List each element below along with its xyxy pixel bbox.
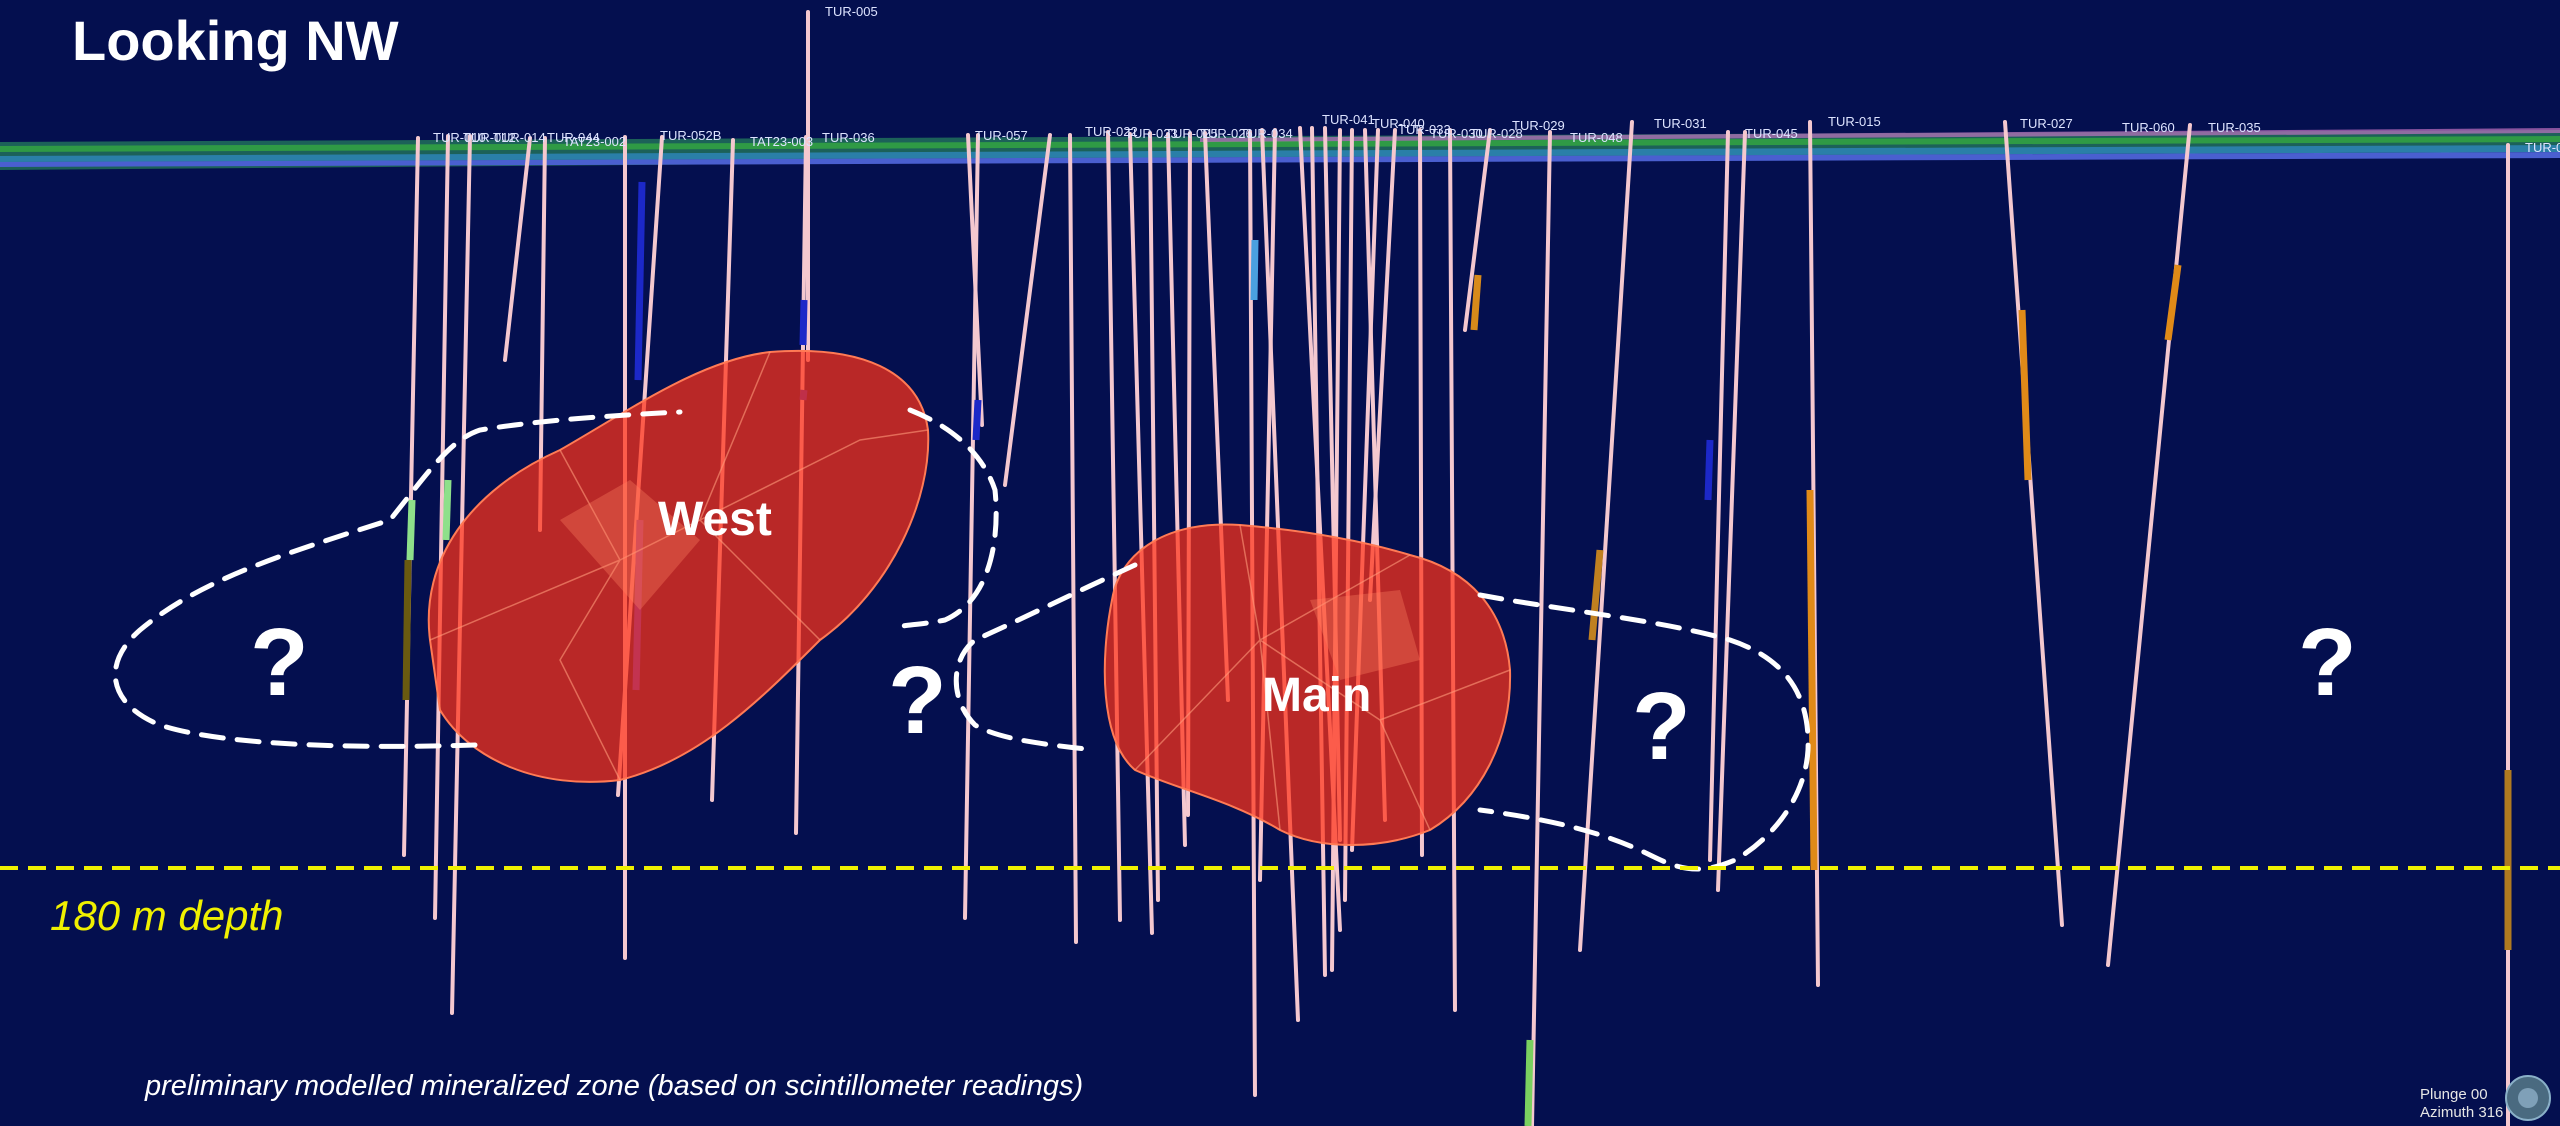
drill-hole-label[interactable]: TUR-0 bbox=[2525, 140, 2560, 155]
drill-hole-label[interactable]: TUR-044 bbox=[547, 130, 600, 145]
drill-hole-label[interactable]: TUR-028 bbox=[1470, 126, 1523, 141]
drill-hole-label[interactable]: TUR-041 bbox=[1322, 112, 1375, 127]
view-title: Looking NW bbox=[72, 9, 399, 72]
drill-hole-label[interactable]: TUR-052B bbox=[660, 128, 722, 143]
drill-hole-label[interactable]: TUR-048 bbox=[1570, 130, 1623, 145]
drill-hole-label[interactable]: TUR-030 bbox=[1430, 126, 1483, 141]
drill-hole-label[interactable]: TUR-035 bbox=[2208, 120, 2261, 135]
drill-hole-label[interactable]: TUR-057 bbox=[975, 128, 1028, 143]
drill-hole-label[interactable]: TUR-022 bbox=[1085, 124, 1138, 139]
unknown-extension-marker: ? bbox=[1632, 673, 1691, 780]
drill-hole-label[interactable]: TUR-029 bbox=[1512, 118, 1565, 133]
azimuth-value: Azimuth 316 bbox=[2420, 1104, 2504, 1121]
drill-hole-label[interactable]: TUR-033 bbox=[1398, 122, 1451, 137]
unknown-extension-marker: ? bbox=[2298, 609, 2357, 716]
drill-hole-label[interactable]: TUR-023 bbox=[1125, 126, 1178, 141]
drill-hole-label[interactable]: TUR-025 bbox=[1165, 126, 1218, 141]
west-mineralized-zone bbox=[427, 349, 930, 783]
drill-hole-label[interactable]: TUR-015 bbox=[1828, 114, 1881, 129]
drill-hole-label[interactable]: TUR-010 bbox=[433, 130, 486, 145]
unknown-extension-marker: ? bbox=[888, 647, 947, 754]
figure-caption: preliminary modelled mineralized zone (b… bbox=[145, 1070, 1084, 1102]
view-orientation-info: Plunge 00 Azimuth 316 bbox=[2420, 1086, 2503, 1122]
topography-surface bbox=[0, 128, 2560, 170]
plunge-value: Plunge 00 bbox=[2420, 1086, 2488, 1103]
drill-hole-label[interactable]: TUR-036 bbox=[822, 130, 875, 145]
drill-hole-label[interactable]: TUR-060 bbox=[2122, 120, 2175, 135]
west-zone-label: West bbox=[658, 493, 772, 546]
main-zone-label: Main bbox=[1262, 669, 1372, 722]
drill-hole-label[interactable]: TUR-005 bbox=[825, 4, 878, 19]
drill-hole-label[interactable]: TUR-040 bbox=[1372, 116, 1425, 131]
unknown-extension-marker: ? bbox=[250, 609, 309, 716]
drill-hole-label[interactable]: TUR-026 bbox=[1200, 126, 1253, 141]
drill-hole-label[interactable]: TUR-014 bbox=[493, 130, 546, 145]
main-mineralized-zone bbox=[1103, 523, 1512, 846]
orientation-globe-icon[interactable] bbox=[2505, 1075, 2551, 1121]
drill-hole-label[interactable]: TAT23-002 bbox=[563, 134, 627, 149]
drill-hole-label[interactable]: TUR-012 bbox=[463, 130, 516, 145]
drill-hole-label[interactable]: TUR-031 bbox=[1654, 116, 1707, 131]
depth-label: 180 m depth bbox=[50, 892, 284, 939]
interpreted-extension-outlines bbox=[112, 407, 1811, 872]
drill-hole-label[interactable]: TAT23-003 bbox=[750, 134, 814, 149]
drill-hole-label[interactable]: TUR-045 bbox=[1745, 126, 1798, 141]
drill-hole-label[interactable]: TUR-027 bbox=[2020, 116, 2073, 131]
drill-hole-label[interactable]: TUR-034 bbox=[1240, 126, 1293, 141]
